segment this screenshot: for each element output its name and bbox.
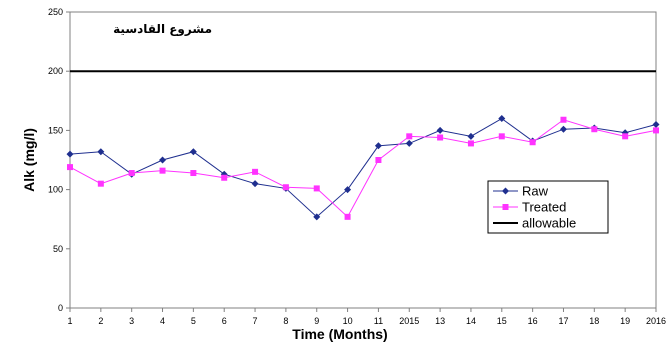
x-tick-label: 13 [435,316,445,326]
data-point-raw [313,213,321,221]
data-point-treated [67,164,73,171]
legend-label: Treated [522,200,566,215]
data-point-raw [405,139,413,147]
x-tick-label: 2015 [399,316,419,326]
data-point-treated [498,133,505,140]
series-treated [67,116,659,220]
x-tick-label: 1 [67,316,72,326]
x-tick-label: 2 [98,316,103,326]
data-point-raw [559,125,567,133]
data-point-treated [159,167,166,174]
legend-swatch-marker [502,204,509,210]
data-point-treated [437,134,444,141]
data-point-treated [622,133,629,140]
x-tick-label: 17 [558,316,568,326]
series-line-treated [69,119,657,218]
y-tick-label: 0 [58,303,63,313]
legend-item-treated: Treated [493,200,566,215]
data-point-treated [560,116,567,123]
y-tick-label: 150 [48,125,63,135]
data-point-treated [406,133,413,140]
x-tick-label: 19 [620,316,630,326]
data-point-raw [344,186,352,194]
data-point-raw [251,180,259,188]
legend-swatch-marker [502,187,509,195]
x-tick-label: 9 [314,316,319,326]
legend-label: Raw [522,184,549,199]
x-tick-label: 10 [343,316,353,326]
legend-item-raw: Raw [493,184,549,199]
data-point-treated [313,185,320,192]
data-point-raw [97,148,105,156]
x-tick-label: 8 [283,316,288,326]
series-layer [66,70,660,221]
x-tick-label: 6 [222,316,227,326]
data-point-raw [66,150,74,158]
data-point-treated [128,170,135,177]
y-axis-title: Alk (mg/l) [21,128,37,192]
y-tick-label: 100 [48,185,63,195]
chart-annotation: مشروع القادسية [113,22,212,37]
x-tick-label: 2016 [646,316,666,326]
x-tick-label: 15 [497,316,507,326]
y-tick-label: 50 [53,244,63,254]
x-tick-label: 14 [466,316,476,326]
x-axis-title: Time (Months) [292,326,387,342]
data-point-raw [436,126,444,134]
x-tick-label: 4 [160,316,165,326]
y-axis: 0 50 100 150 200 250 [48,7,71,313]
data-point-treated [375,157,382,163]
data-point-treated [653,127,659,134]
data-point-treated [97,180,104,187]
x-tick-label: 3 [129,316,134,326]
legend-label: allowable [522,216,576,231]
data-point-treated [190,170,197,177]
x-tick-label: 11 [374,316,383,326]
data-point-treated [591,126,598,133]
data-point-raw [189,148,197,156]
x-tick-label: 7 [253,316,258,326]
data-point-raw [374,142,382,150]
plot-area [69,11,657,309]
data-point-raw [498,115,506,123]
x-axis: 1 2 3 4 5 6 7 8 9 10 11 2015 13 14 15 16 17 18 19 2016 [67,307,666,326]
y-tick-label: 250 [48,7,63,17]
x-tick-label: 18 [589,316,599,326]
x-tick-label: 5 [191,316,196,326]
data-point-treated [529,139,536,146]
data-point-treated [252,168,259,175]
data-point-treated [344,213,351,220]
legend-item-allowable: allowable [493,216,576,231]
data-point-raw [652,120,660,128]
plot-frame [69,11,657,309]
data-point-raw [159,156,167,164]
data-point-treated [282,184,289,191]
x-tick-label: 16 [528,316,538,326]
y-tick-label: 200 [48,66,63,76]
data-point-raw [467,132,475,140]
data-point-treated [221,174,228,181]
series-line-raw [69,117,657,218]
data-point-treated [467,140,474,147]
